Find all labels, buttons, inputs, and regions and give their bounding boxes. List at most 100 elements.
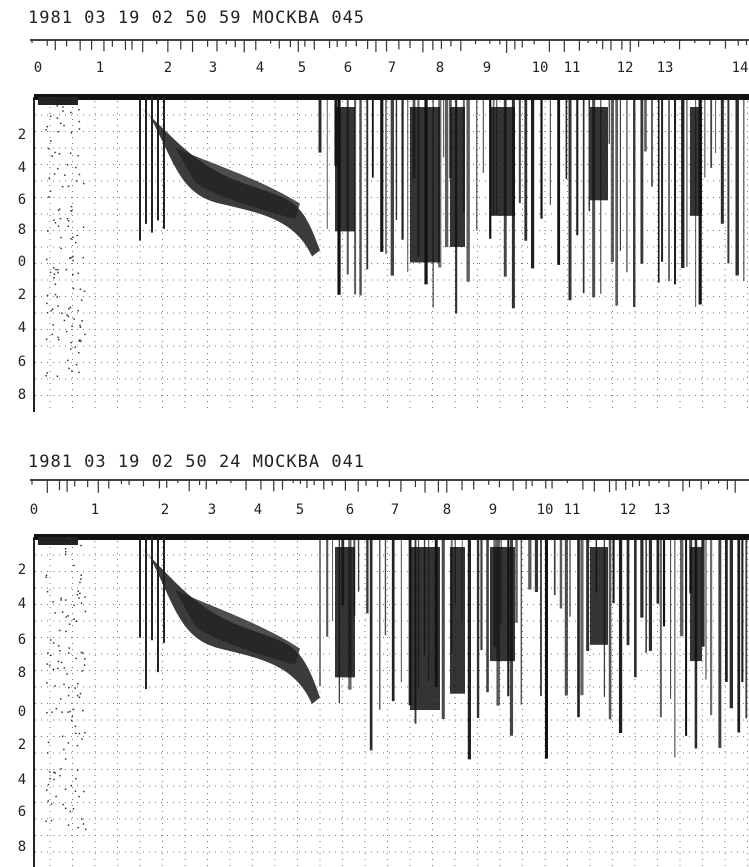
noise-dot — [61, 185, 64, 188]
noise-dot — [45, 129, 47, 131]
echo-block — [335, 547, 355, 678]
noise-dot — [47, 783, 50, 786]
noise-dot — [83, 664, 86, 666]
noise-dot — [53, 173, 56, 175]
noise-dot — [79, 326, 82, 328]
noise-dot — [46, 312, 49, 314]
echo-trace — [175, 147, 300, 220]
noise-dot — [52, 324, 54, 326]
frequency-label: 8 — [436, 60, 444, 76]
frequency-label: 7 — [388, 60, 396, 76]
noise-dot — [63, 683, 65, 686]
noise-dot — [64, 807, 67, 810]
noise-dot — [59, 217, 62, 220]
noise-dot — [49, 271, 52, 274]
noise-dot — [60, 236, 62, 239]
echo-trace — [38, 537, 78, 545]
noise-dot — [60, 597, 62, 599]
height-label: 4 — [18, 596, 26, 612]
noise-dot — [81, 738, 83, 740]
noise-dot — [63, 748, 65, 751]
noise-dot — [78, 108, 80, 111]
noise-dot — [46, 294, 49, 297]
frequency-label: 11 — [564, 60, 581, 76]
noise-dot — [76, 744, 79, 747]
noise-dot — [77, 272, 79, 275]
noise-dot — [80, 602, 83, 604]
frequency-label: 2 — [164, 60, 172, 76]
noise-dot — [77, 682, 79, 685]
noise-dot — [50, 639, 52, 641]
noise-dot — [46, 125, 48, 128]
noise-dot — [66, 314, 68, 316]
noise-dot — [65, 616, 68, 618]
noise-dot — [61, 711, 63, 713]
noise-dot — [58, 629, 61, 632]
noise-dot — [62, 110, 64, 112]
noise-dot — [54, 283, 57, 286]
frequency-label: 5 — [298, 60, 306, 76]
noise-dot — [79, 288, 82, 291]
noise-dot — [57, 660, 60, 663]
noise-dot — [50, 819, 53, 822]
noise-dot — [45, 576, 47, 579]
panel-header: 1981 03 19 02 50 59 МОСКВА 045 — [28, 8, 365, 28]
frequency-label: 1 — [96, 60, 104, 76]
noise-dot — [64, 550, 67, 553]
noise-dot — [72, 808, 75, 810]
noise-dot — [64, 174, 66, 176]
noise-dot — [47, 800, 49, 802]
noise-dot — [82, 709, 84, 712]
noise-dot — [46, 682, 48, 684]
noise-dot — [67, 742, 70, 744]
noise-dot — [59, 698, 62, 700]
noise-dot — [49, 654, 52, 657]
noise-dot — [78, 795, 80, 798]
noise-dot — [56, 104, 58, 107]
noise-dot — [70, 256, 72, 259]
noise-dot — [76, 769, 79, 771]
noise-dot — [49, 115, 52, 118]
noise-dot — [74, 732, 77, 735]
noise-dot — [54, 685, 56, 687]
noise-dot — [70, 341, 72, 344]
frequency-label: 13 — [657, 60, 674, 76]
noise-dot — [75, 180, 78, 182]
noise-dot — [52, 267, 55, 269]
noise-dot — [73, 618, 75, 620]
noise-dot — [46, 590, 49, 593]
noise-dot — [75, 620, 78, 622]
height-label: 2 — [18, 737, 26, 753]
noise-dot — [51, 711, 53, 713]
noise-dot — [53, 771, 55, 774]
noise-dot — [75, 241, 77, 244]
noise-dot — [57, 305, 59, 307]
noise-dot — [47, 97, 49, 99]
frequency-label: 12 — [620, 502, 637, 518]
noise-dot — [67, 615, 69, 617]
echo-block — [450, 547, 465, 694]
noise-dot — [51, 155, 53, 157]
noise-dot — [56, 167, 59, 170]
height-label: 0 — [18, 704, 26, 720]
noise-dot — [55, 707, 58, 710]
noise-dot — [48, 196, 50, 198]
height-label: 8 — [18, 839, 26, 855]
noise-dot — [70, 719, 73, 722]
noise-dot — [76, 694, 79, 697]
noise-dot — [67, 711, 69, 713]
frequency-label: 1 — [91, 502, 99, 518]
noise-dot — [61, 735, 64, 738]
noise-dot — [52, 601, 54, 603]
echo-block — [450, 107, 465, 247]
noise-dot — [67, 359, 69, 362]
frequency-label: 11 — [564, 502, 581, 518]
noise-dot — [50, 803, 53, 805]
noise-dot — [62, 803, 64, 806]
noise-dot — [52, 668, 55, 671]
noise-dot — [46, 752, 49, 754]
noise-dot — [78, 732, 81, 735]
echo-block — [490, 547, 515, 662]
noise-dot — [60, 122, 62, 125]
noise-dot — [84, 828, 87, 831]
